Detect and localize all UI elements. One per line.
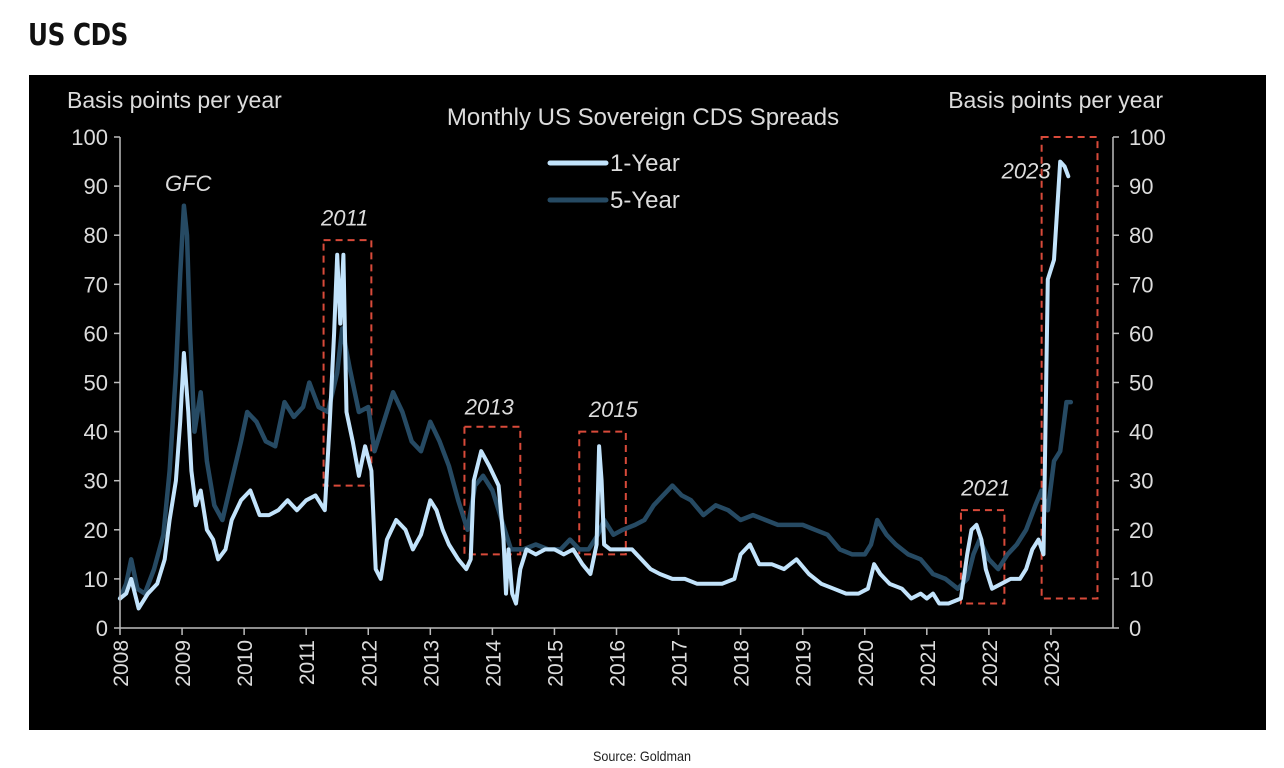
legend-label-1-year: 1-Year bbox=[610, 150, 680, 177]
x-tick-label: 2009 bbox=[172, 640, 195, 687]
x-tick-label: 2023 bbox=[1041, 640, 1064, 687]
x-tick-label: 2008 bbox=[110, 640, 133, 687]
x-tick-label: 2014 bbox=[482, 640, 505, 687]
x-tick-label: 2019 bbox=[793, 640, 816, 687]
y-tick-label-right: 0 bbox=[1129, 616, 1141, 641]
annotation-2013: 2013 bbox=[464, 394, 515, 419]
highlight-box-2015 bbox=[578, 430, 627, 556]
y-tick-label-left: 50 bbox=[84, 371, 108, 396]
x-tick-label: 2013 bbox=[420, 640, 443, 687]
x-tick-label: 2022 bbox=[979, 640, 1002, 687]
x-tick-label: 2017 bbox=[669, 640, 692, 687]
highlight-box-2023 bbox=[1040, 136, 1099, 600]
y-tick-label-left: 20 bbox=[84, 518, 108, 543]
y-axis-label-right: Basis points per year bbox=[948, 87, 1163, 113]
annotation-2021: 2021 bbox=[960, 475, 1010, 500]
legend-label-5-year: 5-Year bbox=[610, 187, 680, 214]
x-tick-label: 2021 bbox=[917, 640, 940, 687]
y-tick-label-left: 80 bbox=[84, 223, 108, 248]
page-title: US CDS bbox=[28, 18, 128, 53]
x-tick-label: 2016 bbox=[607, 640, 630, 687]
y-tick-label-left: 70 bbox=[84, 272, 108, 297]
x-tick-label: 2015 bbox=[544, 640, 567, 687]
series-lines bbox=[117, 159, 1074, 611]
highlight-box-2011 bbox=[322, 239, 373, 487]
source-note: Source: Goldman bbox=[592, 748, 692, 764]
legend: 1-Year 5-Year bbox=[547, 150, 680, 214]
annotation-labels: GFC 2011 2013 2015 2021 2023 bbox=[165, 159, 1051, 501]
x-tick-label: 2012 bbox=[358, 640, 381, 687]
x-tick-label: 2018 bbox=[731, 640, 754, 687]
annotation-2011: 2011 bbox=[320, 205, 368, 230]
y-tick-label-left: 60 bbox=[84, 321, 108, 346]
y-tick-label-left: 10 bbox=[84, 567, 108, 592]
annotation-gfc: GFC bbox=[165, 171, 212, 196]
x-tick-label: 2011 bbox=[296, 640, 319, 685]
y-tick-label-right: 20 bbox=[1129, 518, 1153, 543]
highlight-box-2013 bbox=[463, 425, 522, 556]
y-tick-label-right: 80 bbox=[1129, 223, 1153, 248]
chart-panel: 0 0 10 10 20 20 30 30 40 40 50 50 60 60 70 70 80 80 90 90 10… bbox=[29, 75, 1266, 730]
y-tick-label-right: 70 bbox=[1129, 272, 1153, 297]
y-tick-label-left: 0 bbox=[96, 616, 108, 641]
chart-title: Monthly US Sovereign CDS Spreads bbox=[447, 104, 839, 131]
y-tick-label-right: 30 bbox=[1129, 469, 1153, 494]
x-tick-label: 2020 bbox=[855, 640, 878, 687]
y-tick-label-left: 90 bbox=[84, 174, 108, 199]
y-tick-label-right: 40 bbox=[1129, 420, 1153, 445]
y-tick-label-right: 60 bbox=[1129, 321, 1153, 346]
annotation-2015: 2015 bbox=[588, 397, 639, 422]
y-tick-label-right: 100 bbox=[1129, 125, 1166, 150]
series-line-one-year bbox=[118, 159, 1071, 611]
x-tick-label: 2010 bbox=[234, 640, 257, 687]
y-tick-label-left: 30 bbox=[84, 469, 108, 494]
y-tick-label-right: 10 bbox=[1129, 567, 1153, 592]
annotation-2023: 2023 bbox=[1001, 159, 1052, 184]
y-tick-label-left: 40 bbox=[84, 420, 108, 445]
y-axis-label-left: Basis points per year bbox=[67, 87, 282, 113]
y-tick-label-left: 100 bbox=[71, 125, 108, 150]
y-tick-label-right: 90 bbox=[1129, 174, 1153, 199]
y-tick-label-right: 50 bbox=[1129, 371, 1153, 396]
